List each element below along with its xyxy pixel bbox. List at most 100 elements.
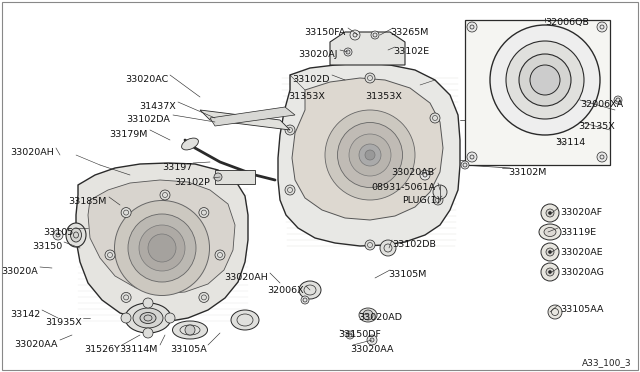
- Text: 33265M: 33265M: [390, 28, 428, 37]
- Text: 33020AJ: 33020AJ: [298, 50, 338, 59]
- Text: 33020AB: 33020AB: [391, 168, 434, 177]
- Ellipse shape: [530, 65, 560, 95]
- Ellipse shape: [365, 150, 375, 160]
- Circle shape: [214, 173, 222, 181]
- Circle shape: [285, 185, 295, 195]
- Text: 33105A: 33105A: [170, 345, 207, 354]
- Circle shape: [199, 208, 209, 218]
- Circle shape: [467, 152, 477, 162]
- Polygon shape: [76, 163, 248, 322]
- Circle shape: [371, 31, 379, 39]
- Text: 33102M: 33102M: [508, 168, 547, 177]
- Circle shape: [121, 292, 131, 302]
- Circle shape: [365, 240, 375, 250]
- Polygon shape: [210, 107, 295, 126]
- Polygon shape: [88, 180, 235, 294]
- Text: 33179M: 33179M: [109, 130, 148, 139]
- Ellipse shape: [148, 234, 176, 262]
- Text: 33020A: 33020A: [1, 267, 38, 276]
- Text: 33105M: 33105M: [388, 270, 426, 279]
- Polygon shape: [330, 32, 405, 65]
- Text: 32006XA: 32006XA: [580, 100, 623, 109]
- Circle shape: [420, 170, 430, 180]
- Circle shape: [597, 152, 607, 162]
- Ellipse shape: [182, 138, 198, 150]
- Text: 33105AA: 33105AA: [560, 305, 604, 314]
- Text: 33020AD: 33020AD: [358, 313, 402, 322]
- Ellipse shape: [519, 54, 571, 106]
- Text: 08931-5061A: 08931-5061A: [371, 183, 435, 192]
- Text: 33020AA: 33020AA: [350, 345, 394, 354]
- Polygon shape: [278, 63, 460, 246]
- Ellipse shape: [299, 281, 321, 299]
- Ellipse shape: [325, 110, 415, 200]
- Text: 33020AH: 33020AH: [10, 148, 54, 157]
- Text: 33114: 33114: [555, 138, 585, 147]
- Circle shape: [467, 22, 477, 32]
- Circle shape: [541, 204, 559, 222]
- Text: 33102DB: 33102DB: [392, 240, 436, 249]
- Circle shape: [546, 268, 554, 276]
- Circle shape: [433, 185, 447, 199]
- Text: 32102P: 32102P: [174, 178, 210, 187]
- Text: PLUG(1): PLUG(1): [402, 196, 440, 205]
- Circle shape: [301, 296, 309, 304]
- Ellipse shape: [490, 25, 600, 135]
- Circle shape: [433, 195, 443, 205]
- Circle shape: [548, 212, 552, 215]
- Circle shape: [160, 310, 170, 320]
- Text: 33119E: 33119E: [560, 228, 596, 237]
- Text: 33102E: 33102E: [393, 47, 429, 56]
- Circle shape: [367, 335, 377, 345]
- Text: 33150DF: 33150DF: [338, 330, 381, 339]
- Circle shape: [121, 313, 131, 323]
- Text: 32006X: 32006X: [268, 286, 304, 295]
- Circle shape: [53, 230, 63, 240]
- Text: 32135X: 32135X: [578, 122, 615, 131]
- Text: 31437X: 31437X: [140, 102, 176, 111]
- Circle shape: [185, 325, 195, 335]
- Ellipse shape: [544, 228, 556, 237]
- Circle shape: [380, 240, 396, 256]
- Circle shape: [614, 96, 622, 104]
- Text: 33185M: 33185M: [68, 197, 107, 206]
- Text: 33197: 33197: [162, 163, 192, 172]
- Ellipse shape: [359, 144, 381, 166]
- Text: 33020AA: 33020AA: [15, 340, 58, 349]
- Ellipse shape: [173, 321, 207, 339]
- Bar: [215, 170, 255, 184]
- Ellipse shape: [337, 122, 403, 187]
- Text: 33114M: 33114M: [120, 345, 158, 354]
- Text: A33_100_3: A33_100_3: [582, 358, 632, 367]
- Ellipse shape: [140, 312, 156, 324]
- Circle shape: [363, 310, 373, 320]
- Text: 32006QB: 32006QB: [545, 18, 589, 27]
- Text: 31353X: 31353X: [365, 92, 402, 101]
- Bar: [465, 20, 610, 165]
- Ellipse shape: [128, 214, 196, 282]
- Ellipse shape: [359, 308, 377, 322]
- Ellipse shape: [66, 223, 86, 247]
- Circle shape: [430, 113, 440, 123]
- Text: 33020AF: 33020AF: [560, 208, 602, 217]
- Circle shape: [165, 313, 175, 323]
- Text: 33020AG: 33020AG: [560, 268, 604, 277]
- Text: 33150: 33150: [32, 242, 62, 251]
- Circle shape: [461, 161, 469, 169]
- Circle shape: [541, 263, 559, 281]
- Ellipse shape: [349, 134, 391, 176]
- Polygon shape: [200, 110, 290, 130]
- Circle shape: [548, 250, 552, 253]
- Circle shape: [597, 22, 607, 32]
- Text: 33142: 33142: [10, 310, 40, 319]
- Circle shape: [344, 48, 352, 56]
- Polygon shape: [292, 78, 443, 220]
- Circle shape: [143, 298, 153, 308]
- Ellipse shape: [139, 225, 185, 271]
- Ellipse shape: [70, 228, 81, 242]
- Circle shape: [285, 125, 295, 135]
- Ellipse shape: [125, 303, 171, 333]
- Text: 33150FA: 33150FA: [304, 28, 345, 37]
- Text: 33102D: 33102D: [292, 75, 330, 84]
- Circle shape: [105, 250, 115, 260]
